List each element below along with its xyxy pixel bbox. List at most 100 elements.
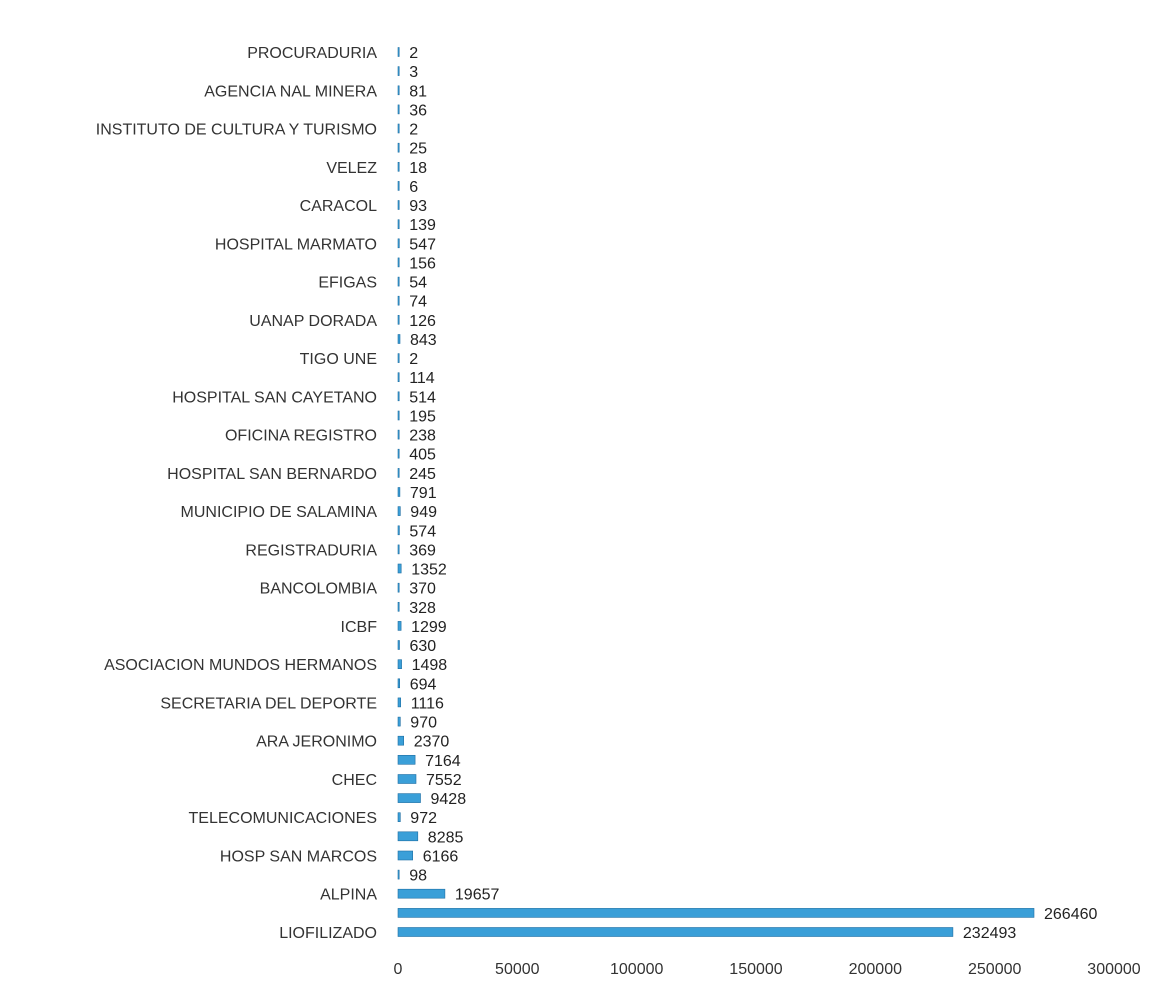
- bar: [397, 314, 400, 325]
- category-label: HOSP SAN MARCOS: [220, 849, 377, 866]
- bar: [397, 506, 401, 516]
- bar: [397, 162, 400, 172]
- x-tick-label: 200000: [849, 961, 902, 978]
- data-label: 6: [409, 179, 418, 196]
- category-label: CARACOL: [300, 198, 377, 215]
- data-label: 694: [410, 676, 437, 693]
- data-label: 195: [409, 409, 436, 426]
- data-label: 970: [410, 715, 437, 732]
- bar: [397, 812, 401, 823]
- data-label: 843: [410, 332, 437, 349]
- category-label: ARA JERONIMO: [256, 734, 377, 751]
- bar: [397, 238, 400, 249]
- bar: [397, 468, 400, 478]
- category-label: VELEZ: [326, 160, 377, 177]
- bars-group: [397, 47, 1035, 937]
- bar: [397, 831, 419, 842]
- bar: [397, 525, 400, 536]
- bar: [397, 774, 417, 784]
- data-label: 266460: [1044, 906, 1097, 923]
- bar: [397, 295, 400, 306]
- bar: [397, 601, 400, 612]
- bar: [397, 391, 400, 402]
- category-label: OFICINA REGISTRO: [225, 428, 377, 445]
- data-label: 2370: [414, 734, 450, 751]
- bar: [397, 219, 400, 229]
- category-label: HOSPITAL SAN BERNARDO: [167, 466, 377, 483]
- category-label: INSTITUTO DE CULTURA Y TURISMO: [96, 122, 377, 139]
- data-label: 405: [409, 447, 436, 464]
- x-tick-label: 150000: [729, 961, 782, 978]
- bar: [397, 793, 421, 803]
- bar: [397, 276, 400, 287]
- bar: [397, 621, 402, 631]
- data-label: 114: [409, 370, 435, 387]
- bar: [397, 678, 401, 689]
- x-axis: 0 50000 100000 150000 200000 250000 300000: [394, 961, 1141, 978]
- data-label: 245: [409, 466, 436, 483]
- data-label: 7552: [426, 772, 462, 789]
- category-labels: PROCURADURIA AGENCIA NAL MINERA INSTITUTO …: [96, 45, 378, 942]
- data-label: 3: [409, 64, 418, 81]
- data-label: 8285: [428, 829, 464, 846]
- bar: [397, 181, 400, 191]
- category-label: MUNICIPIO DE SALAMINA: [181, 504, 378, 521]
- bar: [397, 429, 400, 440]
- bar: [397, 850, 413, 861]
- data-label: 93: [409, 198, 427, 215]
- category-label: PROCURADURIA: [247, 45, 377, 62]
- bar: [397, 353, 400, 363]
- category-label: SECRETARIA DEL DEPORTE: [160, 695, 377, 712]
- data-label: 238: [409, 428, 436, 445]
- data-label: 19657: [455, 887, 500, 904]
- data-label: 369: [409, 542, 436, 559]
- bar: [397, 372, 400, 383]
- category-label: EFIGAS: [318, 275, 377, 292]
- data-label: 36: [409, 102, 427, 119]
- category-label: HOSPITAL MARMATO: [215, 236, 377, 253]
- bar: [397, 640, 400, 650]
- bar: [397, 200, 400, 210]
- category-label: REGISTRADURIA: [245, 542, 377, 559]
- data-label: 7164: [425, 753, 461, 770]
- bar: [397, 888, 446, 899]
- data-label: 54: [409, 275, 427, 292]
- category-label: BANCOLOMBIA: [260, 581, 378, 598]
- bar: [397, 85, 400, 96]
- data-label: 370: [409, 581, 436, 598]
- bar: [397, 334, 401, 344]
- x-tick-label: 300000: [1087, 961, 1140, 978]
- data-label: 81: [409, 83, 427, 100]
- category-label: CHEC: [332, 772, 377, 789]
- data-label: 2: [409, 122, 418, 139]
- data-label: 232493: [963, 925, 1016, 942]
- category-label: UANAP DORADA: [249, 313, 377, 330]
- data-label: 139: [409, 217, 436, 234]
- data-label: 1498: [412, 657, 448, 674]
- bar: [397, 104, 400, 115]
- category-label: TIGO UNE: [300, 351, 377, 368]
- category-label: LIOFILIZADO: [279, 925, 377, 942]
- data-label: 1352: [411, 562, 447, 579]
- bar: [397, 697, 402, 708]
- data-label: 6166: [423, 849, 459, 866]
- data-label: 74: [409, 294, 427, 311]
- data-label: 2: [409, 45, 418, 62]
- bar: [397, 716, 401, 727]
- bar: [397, 66, 400, 76]
- category-label: TELECOMUNICACIONES: [189, 810, 377, 827]
- bar: [397, 754, 416, 765]
- x-tick-label: 50000: [495, 961, 540, 978]
- data-label: 2: [409, 351, 418, 368]
- data-label: 18: [409, 160, 427, 177]
- category-label: ALPINA: [320, 887, 377, 904]
- data-label: 1299: [411, 619, 447, 636]
- data-label: 328: [409, 600, 436, 617]
- bar: [397, 257, 400, 268]
- bar: [397, 735, 404, 746]
- bar: [397, 142, 400, 153]
- data-label: 514: [409, 389, 436, 406]
- bar: [397, 487, 401, 497]
- bar: [397, 582, 400, 593]
- data-label: 9428: [431, 791, 467, 808]
